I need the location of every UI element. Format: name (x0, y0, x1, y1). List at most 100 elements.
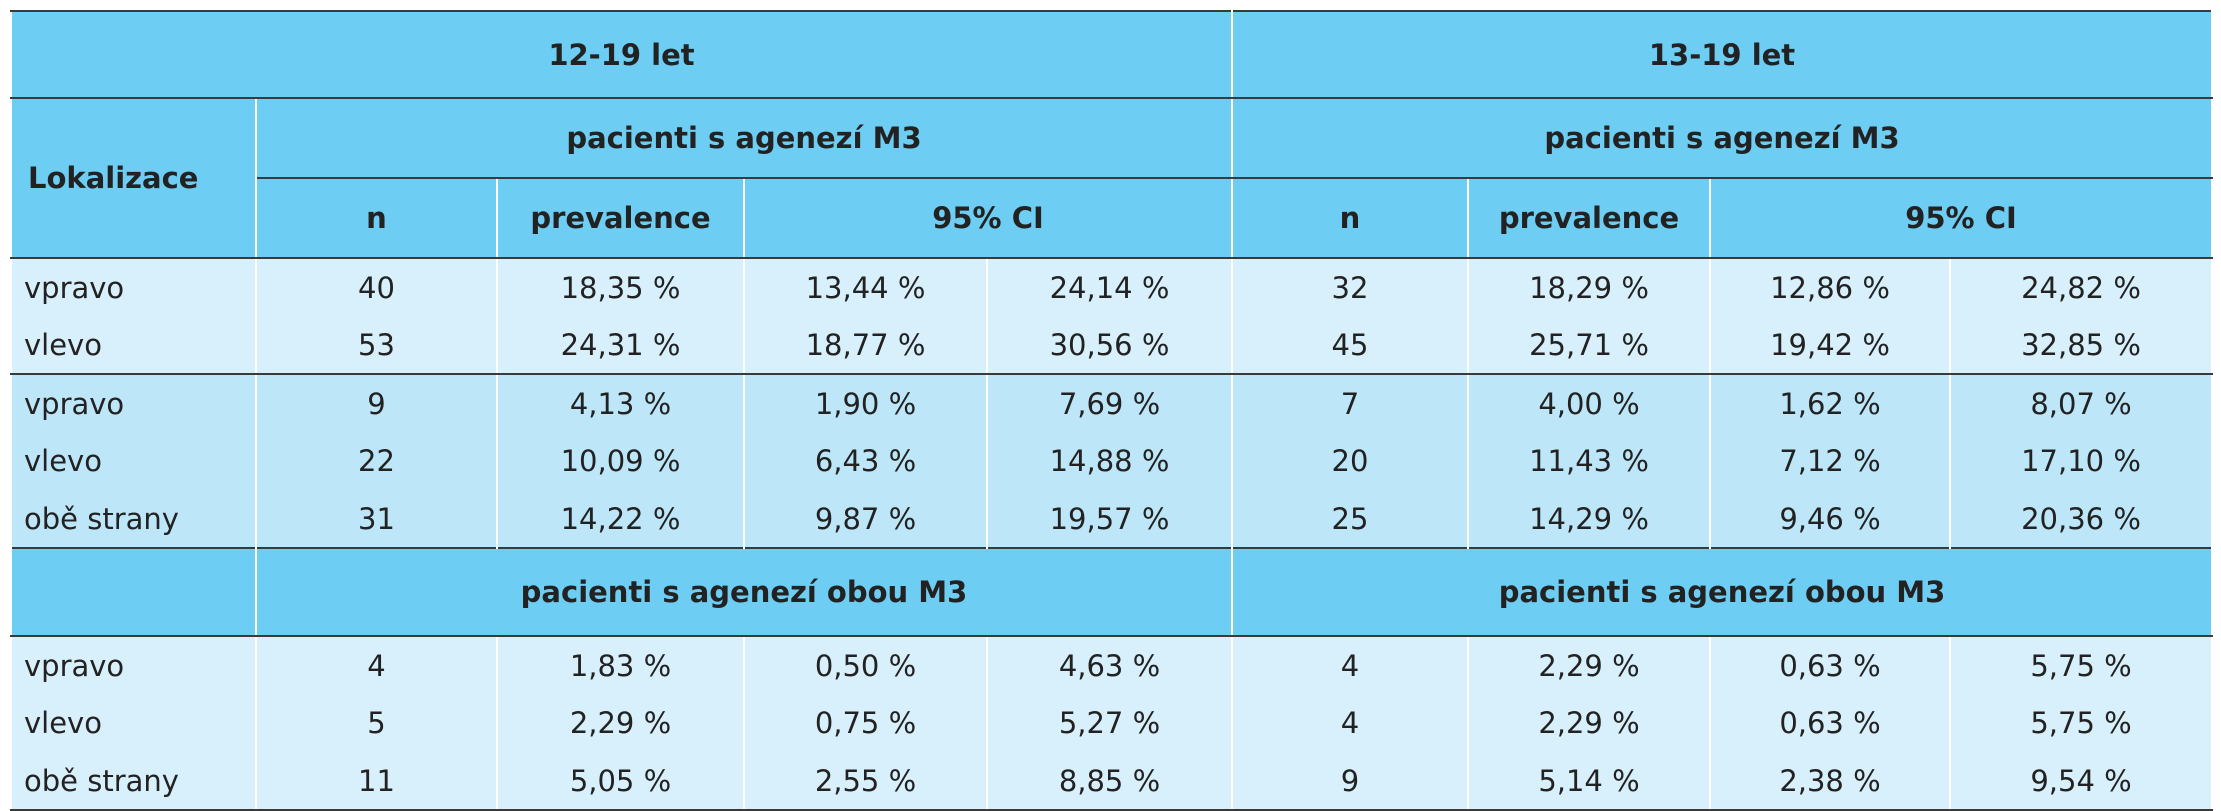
cell-n: 9 (255, 373, 498, 432)
agenesis-m3-header-g2: pacienti s agenezí M3 (1230, 97, 2214, 179)
cell-ci-high: 24,14 % (986, 258, 1233, 316)
cell-prevalence: 5,05 % (496, 752, 745, 811)
cell-ci-low: 0,63 % (1709, 636, 1951, 694)
cell-n: 9 (1231, 752, 1469, 811)
ci-header-g1: 95% CI (743, 177, 1233, 259)
cell-n: 31 (255, 490, 498, 548)
header-row-age-groups: 12-19 let 13-19 let (10, 10, 2214, 99)
cell-ci-high: 7,69 % (986, 373, 1233, 432)
row-label: obě strany (10, 752, 257, 811)
lokalizace-header: Lokalizace (10, 97, 257, 259)
cell-ci-low: 0,63 % (1709, 694, 1951, 752)
cell-ci-low: 13,44 % (743, 258, 988, 316)
table-row: vlevo 5 2,29 % 0,75 % 5,27 % 4 2,29 % 0,… (10, 694, 2214, 752)
n-header-g2: n (1231, 177, 1469, 259)
cell-ci-low: 18,77 % (743, 316, 988, 375)
cell-prevalence: 4,13 % (496, 373, 745, 432)
cell-ci-high: 24,82 % (1948, 258, 2214, 316)
agenesis-both-header-g2: pacienti s agenezí obou M3 (1230, 547, 2214, 637)
cell-ci-high: 4,63 % (986, 636, 1233, 694)
cell-ci-high: 30,56 % (986, 316, 1233, 375)
row-label: vpravo (10, 636, 257, 694)
cell-prevalence: 18,29 % (1467, 258, 1711, 316)
cell-n: 20 (1231, 432, 1469, 490)
cell-ci-low: 19,42 % (1709, 316, 1951, 375)
cell-prevalence: 11,43 % (1467, 432, 1711, 490)
table-row: vlevo 22 10,09 % 6,43 % 14,88 % 20 11,43… (10, 432, 2214, 490)
prevalence-table: 12-19 let 13-19 let Lokalizace pacienti … (10, 10, 2214, 811)
cell-prevalence: 25,71 % (1467, 316, 1711, 375)
cell-ci-low: 1,90 % (743, 373, 988, 432)
cell-ci-high: 20,36 % (1948, 490, 2214, 548)
cell-n: 40 (255, 258, 498, 316)
ci-header-g2: 95% CI (1708, 177, 2214, 259)
cell-ci-low: 7,12 % (1709, 432, 1951, 490)
empty-header-cell (10, 547, 257, 637)
row-label: vlevo (10, 316, 257, 375)
cell-prevalence: 14,29 % (1467, 490, 1711, 548)
row-label: vpravo (10, 258, 257, 316)
cell-ci-high: 8,85 % (986, 752, 1233, 811)
header-row-agenesis: Lokalizace pacienti s agenezí M3 pacient… (10, 97, 2214, 259)
cell-ci-high: 17,10 % (1948, 432, 2214, 490)
table-row: vpravo 9 4,13 % 1,90 % 7,69 % 7 4,00 % 1… (10, 373, 2214, 432)
cell-n: 4 (255, 636, 498, 694)
table-row: vlevo 53 24,31 % 18,77 % 30,56 % 45 25,7… (10, 316, 2214, 375)
cell-ci-high: 5,75 % (1948, 636, 2214, 694)
cell-ci-low: 6,43 % (743, 432, 988, 490)
group-header-12-19: 12-19 let (10, 10, 1233, 99)
cell-ci-high: 9,54 % (1948, 752, 2214, 811)
cell-ci-low: 2,55 % (743, 752, 988, 811)
cell-prevalence: 10,09 % (496, 432, 745, 490)
cell-ci-low: 12,86 % (1709, 258, 1951, 316)
cell-ci-low: 0,75 % (743, 694, 988, 752)
row-label: vlevo (10, 432, 257, 490)
cell-n: 4 (1231, 694, 1469, 752)
cell-n: 25 (1231, 490, 1469, 548)
cell-prevalence: 2,29 % (496, 694, 745, 752)
row-label: vlevo (10, 694, 257, 752)
header-row-agenesis-both: pacienti s agenezí obou M3 pacienti s ag… (10, 547, 2214, 637)
cell-ci-low: 1,62 % (1709, 373, 1951, 432)
header-row-columns: n prevalence 95% CI n prevalence 95% CI (11, 177, 2214, 259)
table-row: vpravo 4 1,83 % 0,50 % 4,63 % 4 2,29 % 0… (10, 636, 2214, 694)
cell-n: 4 (1231, 636, 1469, 694)
cell-prevalence: 5,14 % (1467, 752, 1711, 811)
cell-prevalence: 24,31 % (496, 316, 745, 375)
cell-prevalence: 18,35 % (496, 258, 745, 316)
cell-ci-high: 14,88 % (986, 432, 1233, 490)
cell-n: 11 (255, 752, 498, 811)
cell-ci-low: 9,87 % (743, 490, 988, 548)
cell-n: 53 (255, 316, 498, 375)
cell-n: 5 (255, 694, 498, 752)
cell-prevalence: 14,22 % (496, 490, 745, 548)
prevalence-header-g2: prevalence (1467, 177, 1711, 259)
cell-ci-high: 5,75 % (1948, 694, 2214, 752)
group-header-13-19: 13-19 let (1230, 10, 2214, 99)
row-label: obě strany (10, 490, 257, 548)
table-row: obě strany 11 5,05 % 2,55 % 8,85 % 9 5,1… (10, 752, 2214, 811)
table-row: vpravo 40 18,35 % 13,44 % 24,14 % 32 18,… (10, 258, 2214, 316)
cell-ci-high: 8,07 % (1948, 373, 2214, 432)
cell-ci-high: 19,57 % (986, 490, 1233, 548)
cell-n: 7 (1231, 373, 1469, 432)
cell-prevalence: 2,29 % (1467, 636, 1711, 694)
table-row: obě strany 31 14,22 % 9,87 % 19,57 % 25 … (10, 490, 2214, 548)
cell-n: 45 (1231, 316, 1469, 375)
cell-ci-low: 9,46 % (1709, 490, 1951, 548)
cell-n: 32 (1231, 258, 1469, 316)
agenesis-both-header-g1: pacienti s agenezí obou M3 (255, 547, 1233, 637)
row-label: vpravo (10, 373, 257, 432)
prevalence-table-container: 12-19 let 13-19 let Lokalizace pacienti … (10, 10, 2214, 811)
cell-prevalence: 4,00 % (1467, 373, 1711, 432)
n-header-g1: n (255, 177, 498, 259)
cell-ci-high: 5,27 % (986, 694, 1233, 752)
cell-ci-low: 0,50 % (743, 636, 988, 694)
cell-prevalence: 1,83 % (496, 636, 745, 694)
cell-n: 22 (255, 432, 498, 490)
agenesis-m3-header-g1: pacienti s agenezí M3 (255, 97, 1233, 179)
cell-ci-low: 2,38 % (1709, 752, 1951, 811)
cell-ci-high: 32,85 % (1948, 316, 2214, 375)
cell-prevalence: 2,29 % (1467, 694, 1711, 752)
prevalence-header-g1: prevalence (496, 177, 745, 259)
